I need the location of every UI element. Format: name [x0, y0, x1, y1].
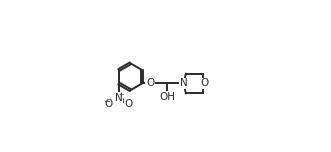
- Text: OH: OH: [159, 92, 175, 102]
- Text: +: +: [118, 92, 124, 98]
- Text: O: O: [105, 99, 113, 109]
- Text: O: O: [146, 78, 154, 88]
- Text: N: N: [115, 93, 123, 103]
- Text: N: N: [180, 78, 188, 88]
- Text: −: −: [103, 97, 110, 106]
- Text: O: O: [124, 99, 132, 109]
- Text: O: O: [200, 78, 208, 88]
